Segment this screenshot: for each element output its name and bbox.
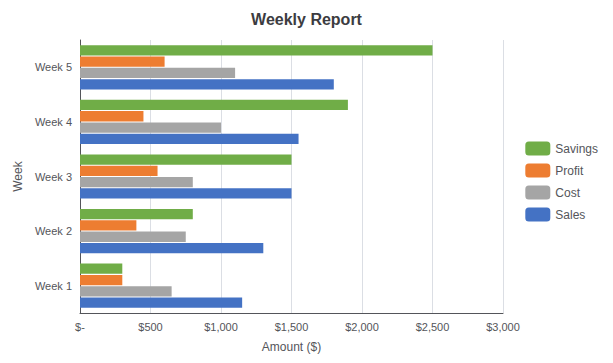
- svg-text:Week 4: Week 4: [35, 116, 72, 128]
- svg-text:Week 3: Week 3: [35, 171, 72, 183]
- svg-text:$2,500: $2,500: [416, 321, 450, 333]
- svg-text:Cost: Cost: [555, 186, 580, 200]
- svg-text:$500: $500: [138, 321, 162, 333]
- svg-text:$1,500: $1,500: [275, 321, 309, 333]
- svg-text:$3,000: $3,000: [486, 321, 520, 333]
- svg-text:Week 2: Week 2: [35, 225, 72, 237]
- svg-text:Weekly Report: Weekly Report: [251, 11, 363, 28]
- svg-text:Week 5: Week 5: [35, 61, 72, 73]
- svg-text:$-: $-: [75, 321, 85, 333]
- svg-text:Profit: Profit: [555, 164, 584, 178]
- svg-text:Week: Week: [11, 160, 25, 191]
- svg-text:Week 1: Week 1: [35, 280, 72, 292]
- svg-text:$1,000: $1,000: [204, 321, 238, 333]
- svg-text:$2,000: $2,000: [345, 321, 379, 333]
- svg-text:Savings: Savings: [555, 142, 598, 156]
- svg-text:Amount ($): Amount ($): [262, 340, 321, 354]
- svg-text:Sales: Sales: [555, 208, 585, 222]
